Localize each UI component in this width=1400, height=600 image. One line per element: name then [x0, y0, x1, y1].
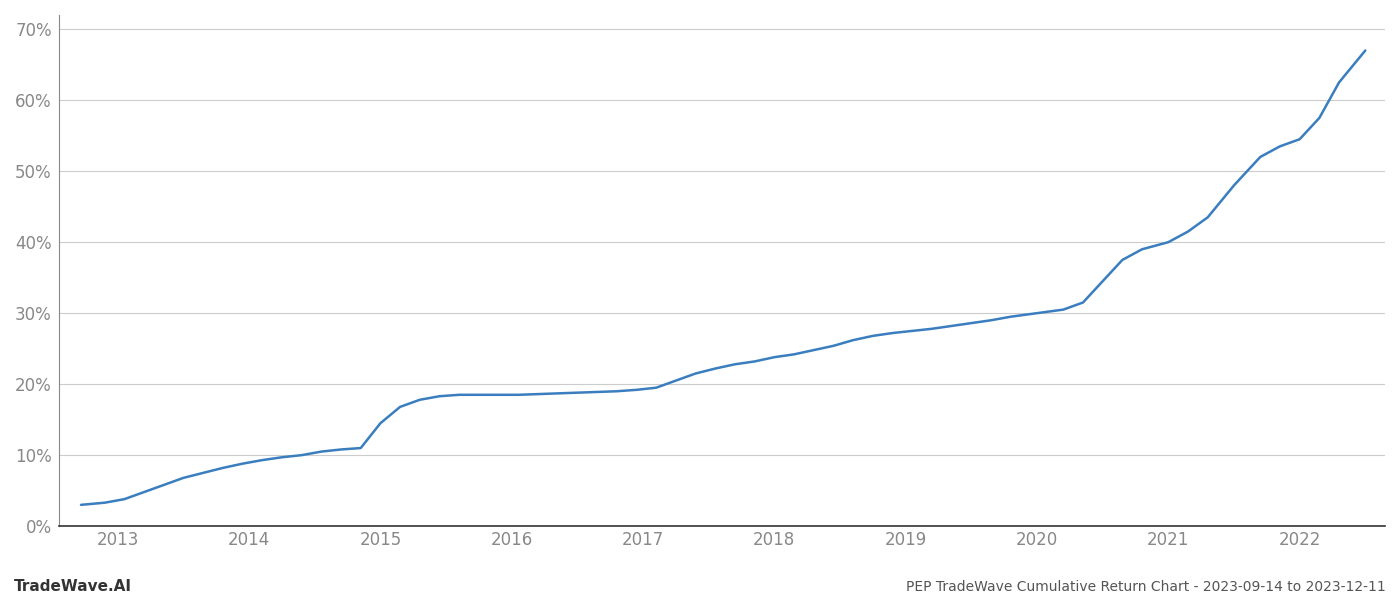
Text: TradeWave.AI: TradeWave.AI — [14, 579, 132, 594]
Text: PEP TradeWave Cumulative Return Chart - 2023-09-14 to 2023-12-11: PEP TradeWave Cumulative Return Chart - … — [906, 580, 1386, 594]
